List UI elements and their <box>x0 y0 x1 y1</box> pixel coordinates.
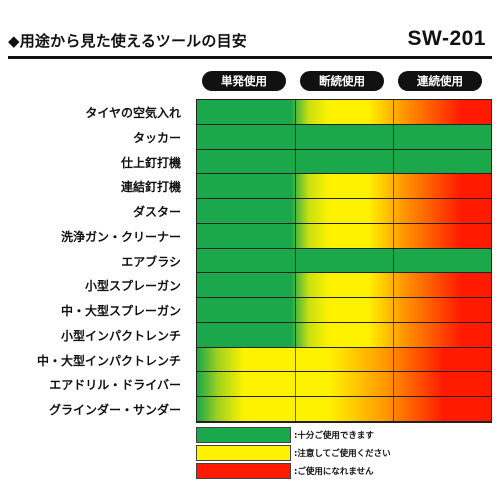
usage-row <box>197 273 491 298</box>
legend-text-green: :十分ご使用できます <box>294 431 374 441</box>
header-rule <box>8 56 492 59</box>
page-title: ◆用途から見た使えるツールの目安 <box>8 32 247 50</box>
row-label: 仕上釘打機 <box>120 155 181 170</box>
row-label: 中・大型インパクトレンチ <box>36 353 181 368</box>
column-divider <box>393 100 394 422</box>
usage-row <box>197 248 491 273</box>
row-label: グラインダー・サンダー <box>48 403 181 418</box>
usage-grid <box>196 99 492 423</box>
column-header-intermittent: 断続使用 <box>300 71 384 91</box>
usage-row <box>197 322 491 347</box>
row-label: タッカー <box>132 130 181 145</box>
model-number: SW-201 <box>407 27 486 50</box>
usage-row <box>197 100 491 124</box>
usage-row <box>197 347 491 372</box>
row-label: タイヤの空気入れ <box>85 106 181 120</box>
row-label: 小型インパクトレンチ <box>60 328 181 343</box>
usage-row <box>197 397 491 421</box>
row-label: エアドリル・ドライバー <box>49 378 181 393</box>
usage-row <box>197 298 491 322</box>
usage-row <box>197 149 491 174</box>
legend-text-yellow: :注意してご使用ください <box>294 449 391 459</box>
row-label: ダスター <box>132 205 181 220</box>
row-label: 連結釘打機 <box>120 180 181 195</box>
row-label: 中・大型スプレーガン <box>60 304 181 319</box>
usage-row <box>197 199 491 223</box>
usage-row <box>197 174 491 199</box>
column-divider <box>295 100 296 422</box>
row-label: 小型スプレーガン <box>84 279 181 294</box>
legend-text-red: :ご使用になれません <box>294 467 374 477</box>
column-header-continuous: 連続使用 <box>398 71 482 91</box>
row-label: エアブラシ <box>121 254 181 269</box>
column-header-single: 単発使用 <box>202 71 286 91</box>
usage-row <box>197 124 491 149</box>
legend-swatch-yellow <box>196 445 291 461</box>
usage-row <box>197 223 491 248</box>
row-label: 洗浄ガン・クリーナー <box>60 229 181 244</box>
legend-swatch-red <box>196 463 291 479</box>
usage-row <box>197 372 491 397</box>
legend-swatch-green <box>196 427 291 443</box>
